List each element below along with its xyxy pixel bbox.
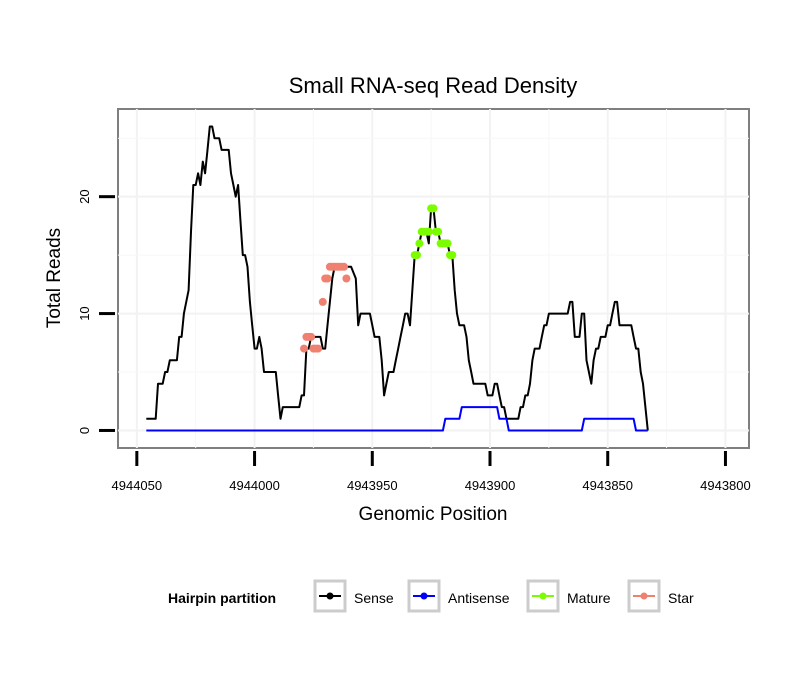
data-point-star	[307, 332, 316, 341]
legend-item-star: Star	[627, 579, 694, 613]
x-tick-label: 4943800	[700, 478, 751, 493]
x-axis-title: Genomic Position	[359, 504, 508, 525]
legend-label-sense: Sense	[354, 590, 394, 606]
data-point-star	[314, 344, 323, 353]
legend-label-mature: Mature	[567, 590, 611, 606]
legend-label-star: Star	[668, 590, 694, 606]
chart-title: Small RNA-seq Read Density	[289, 73, 578, 98]
data-point-mature	[413, 251, 421, 260]
series-line-sense	[146, 125, 649, 431]
x-tick-label: 4943850	[582, 478, 633, 493]
data-point-star	[340, 262, 348, 271]
series-points-mature	[410, 204, 457, 260]
legend-swatch-dot-star	[640, 592, 648, 600]
y-tick-label: 20	[77, 189, 92, 203]
legend-swatch-dot-antisense	[420, 592, 428, 600]
legend-item-mature: Mature	[526, 579, 611, 613]
series-points-star	[300, 262, 351, 353]
y-axis: 0 10 20	[77, 189, 115, 434]
data-point-star	[342, 274, 351, 283]
y-tick-label: 0	[77, 427, 92, 434]
legend-swatch-dot-sense	[326, 592, 334, 600]
x-tick-label: 4943950	[347, 478, 398, 493]
data-point-star	[323, 274, 332, 283]
data-point-mature	[448, 251, 457, 260]
plot-panel	[117, 108, 750, 449]
legend-title: Hairpin partition	[168, 590, 276, 606]
y-axis-title: Total Reads	[44, 228, 65, 328]
legend-label-antisense: Antisense	[448, 590, 510, 606]
y-tick-label: 10	[77, 306, 92, 320]
data-point-star	[318, 297, 327, 306]
data-point-mature	[429, 204, 438, 213]
plot-border	[117, 108, 750, 449]
data-point-star	[300, 344, 308, 353]
x-tick-label: 4943900	[465, 478, 516, 493]
data-point-mature	[434, 227, 443, 236]
data-point-mature	[443, 239, 452, 248]
x-tick-label: 4944000	[229, 478, 280, 493]
series-line-antisense	[146, 406, 648, 432]
legend-item-antisense: Antisense	[407, 579, 510, 613]
x-tick-label: 4944050	[112, 478, 163, 493]
x-axis: 4944050 4944000 4943950 4943900 4943850 49438…	[112, 451, 751, 493]
data-point-mature	[415, 239, 424, 248]
series-layer	[146, 125, 649, 432]
legend: Hairpin partition Sense Antisense Mature…	[168, 579, 694, 613]
data-point-mature	[424, 227, 433, 236]
legend-item-sense: Sense	[313, 579, 394, 613]
legend-swatch-dot-mature	[539, 592, 547, 600]
